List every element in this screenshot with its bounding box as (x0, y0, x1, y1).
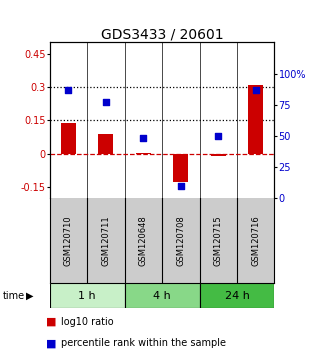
Text: GSM120648: GSM120648 (139, 215, 148, 266)
Text: GSM120715: GSM120715 (214, 215, 223, 266)
Point (141, 136, 146, 141)
Point (178, 183, 183, 189)
Bar (173, 154, 188, 182)
Text: 24 h: 24 h (225, 291, 249, 301)
Point (103, 99, 108, 105)
Bar (200, 283, 274, 308)
Bar (99, 134, 113, 154)
Text: 4 h: 4 h (153, 291, 171, 301)
Text: 1 h: 1 h (78, 291, 96, 301)
Bar (248, 85, 263, 154)
Bar (61, 122, 76, 154)
Bar (211, 154, 226, 156)
Point (253, 87, 258, 93)
Bar (136, 153, 151, 154)
Bar (125, 283, 200, 308)
Point (66, 87, 71, 93)
Text: GSM120710: GSM120710 (64, 215, 73, 266)
Text: ■: ■ (46, 338, 56, 348)
Text: GSM120716: GSM120716 (251, 215, 260, 266)
Text: time: time (3, 291, 25, 301)
Text: ▶: ▶ (26, 291, 33, 301)
Point (216, 133, 221, 139)
Text: GSM120711: GSM120711 (101, 215, 110, 266)
Title: GDS3433 / 20601: GDS3433 / 20601 (101, 27, 223, 41)
Bar (50, 283, 125, 308)
Text: GSM120708: GSM120708 (176, 215, 185, 266)
Text: percentile rank within the sample: percentile rank within the sample (61, 338, 226, 348)
Text: ■: ■ (46, 317, 56, 327)
Text: log10 ratio: log10 ratio (61, 317, 114, 327)
